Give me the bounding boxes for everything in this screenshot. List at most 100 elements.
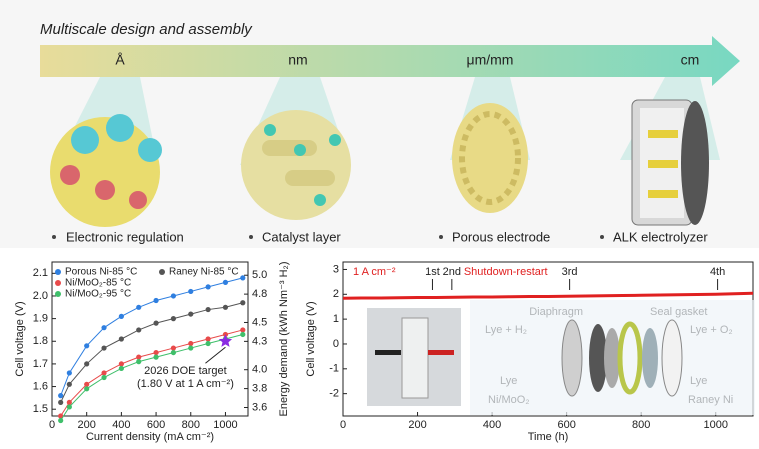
y2-tick-label: 4.5 xyxy=(252,316,267,328)
data-point xyxy=(67,382,72,387)
event-label: 4th xyxy=(710,266,725,278)
data-point xyxy=(206,336,211,341)
data-point xyxy=(136,359,141,364)
data-point xyxy=(223,305,228,310)
figure: Multiscale design and assembly Ånmμm/mmc… xyxy=(0,0,759,444)
target-label: (1.80 V at 1 A cm⁻²) xyxy=(137,378,234,390)
y2-tick-label: 4.0 xyxy=(252,364,267,376)
x-tick-label: 1000 xyxy=(213,419,237,431)
data-point xyxy=(119,361,124,366)
x-tick-label: 600 xyxy=(557,419,575,431)
data-point xyxy=(188,311,193,316)
data-point xyxy=(84,382,89,387)
page: {"header":{"title":"Multiscale design an… xyxy=(0,0,759,444)
y-tick-label: -2 xyxy=(329,388,339,400)
x-tick-label: 400 xyxy=(112,419,130,431)
data-point xyxy=(101,370,106,375)
scale-label: nm xyxy=(288,52,307,68)
y-tick-label: 1.8 xyxy=(33,335,48,347)
data-point xyxy=(101,345,106,350)
y-axis-label: Cell voltage (V) xyxy=(305,301,317,376)
data-point xyxy=(153,298,158,303)
data-point xyxy=(240,275,245,280)
target-label: 2026 DOE target xyxy=(144,365,227,377)
y-tick-label: 2 xyxy=(333,288,339,300)
event-label: 1st xyxy=(425,266,440,278)
data-point xyxy=(206,341,211,346)
data-point xyxy=(58,418,63,423)
y-tick-label: 1.6 xyxy=(33,380,48,392)
y-tick-label: 1.7 xyxy=(33,358,48,370)
legend-label: Porous Ni-85 °C xyxy=(65,267,137,278)
legend-label: Ni/MoO₂-95 °C xyxy=(65,289,131,300)
data-point xyxy=(136,305,141,310)
data-point xyxy=(240,300,245,305)
x-tick-label: 200 xyxy=(78,419,96,431)
data-point xyxy=(153,321,158,326)
data-point xyxy=(101,325,106,330)
data-point xyxy=(171,350,176,355)
x-axis-label: Current density (mA cm⁻²) xyxy=(86,431,214,443)
y2-tick-label: 4.8 xyxy=(252,288,267,300)
scale-label: μm/mm xyxy=(467,52,514,68)
x-tick-label: 600 xyxy=(147,419,165,431)
legend-label: Ni/MoO₂-85 °C xyxy=(65,278,131,289)
y-tick-label: 3 xyxy=(333,263,339,275)
data-point xyxy=(171,316,176,321)
y-tick-label: -1 xyxy=(329,363,339,375)
y-tick-label: 1 xyxy=(333,313,339,325)
data-point xyxy=(171,345,176,350)
x-tick-label: 1000 xyxy=(703,419,727,431)
data-point xyxy=(171,293,176,298)
legend-label: Raney Ni-85 °C xyxy=(169,267,239,278)
caption: Catalyst layer xyxy=(262,229,341,244)
event-label: 3rd xyxy=(562,266,578,278)
legend-marker xyxy=(55,291,61,297)
y2-axis-label: Energy demand (kWh Nm⁻³ H₂) xyxy=(278,262,290,417)
legend-marker xyxy=(55,280,61,286)
data-point xyxy=(188,341,193,346)
series-line xyxy=(343,293,753,298)
x-tick-label: 0 xyxy=(340,419,346,431)
data-point xyxy=(84,361,89,366)
x-tick-label: 0 xyxy=(49,419,55,431)
x-tick-label: 800 xyxy=(632,419,650,431)
data-point xyxy=(119,336,124,341)
annotation: Shutdown-restart xyxy=(464,266,548,278)
y-tick-label: 2.1 xyxy=(33,267,48,279)
data-point xyxy=(67,404,72,409)
y-axis-label: Cell voltage (V) xyxy=(14,301,26,376)
condition-label: 1 A cm⁻² xyxy=(353,266,396,278)
data-point xyxy=(240,332,245,337)
caption: Electronic regulation xyxy=(66,229,184,244)
y2-tick-label: 4.3 xyxy=(252,335,267,347)
caption: Porous electrode xyxy=(452,229,550,244)
y-tick-label: 1.5 xyxy=(33,403,48,415)
data-point xyxy=(84,386,89,391)
x-tick-label: 400 xyxy=(483,419,501,431)
legend-marker xyxy=(159,269,165,275)
data-point xyxy=(136,327,141,332)
scale-label: cm xyxy=(681,52,700,68)
data-point xyxy=(58,400,63,405)
x-tick-label: 200 xyxy=(408,419,426,431)
y2-tick-label: 5.0 xyxy=(252,269,267,281)
data-point xyxy=(206,307,211,312)
legend-marker xyxy=(55,269,61,275)
target-pointer xyxy=(205,347,225,363)
caption: ALK electrolyzer xyxy=(613,229,708,244)
scale-label: Å xyxy=(115,52,125,68)
x-tick-label: 800 xyxy=(182,419,200,431)
y-tick-label: 0 xyxy=(333,338,339,350)
y-tick-label: 2.0 xyxy=(33,290,48,302)
data-point xyxy=(136,355,141,360)
event-label: 2nd xyxy=(443,266,461,278)
data-point xyxy=(223,280,228,285)
y2-tick-label: 3.6 xyxy=(252,401,267,413)
data-point xyxy=(58,393,63,398)
data-point xyxy=(240,327,245,332)
x-axis-label: Time (h) xyxy=(528,431,569,443)
inset-diagram xyxy=(470,300,755,415)
data-point xyxy=(188,345,193,350)
y-tick-label: 1.9 xyxy=(33,313,48,325)
